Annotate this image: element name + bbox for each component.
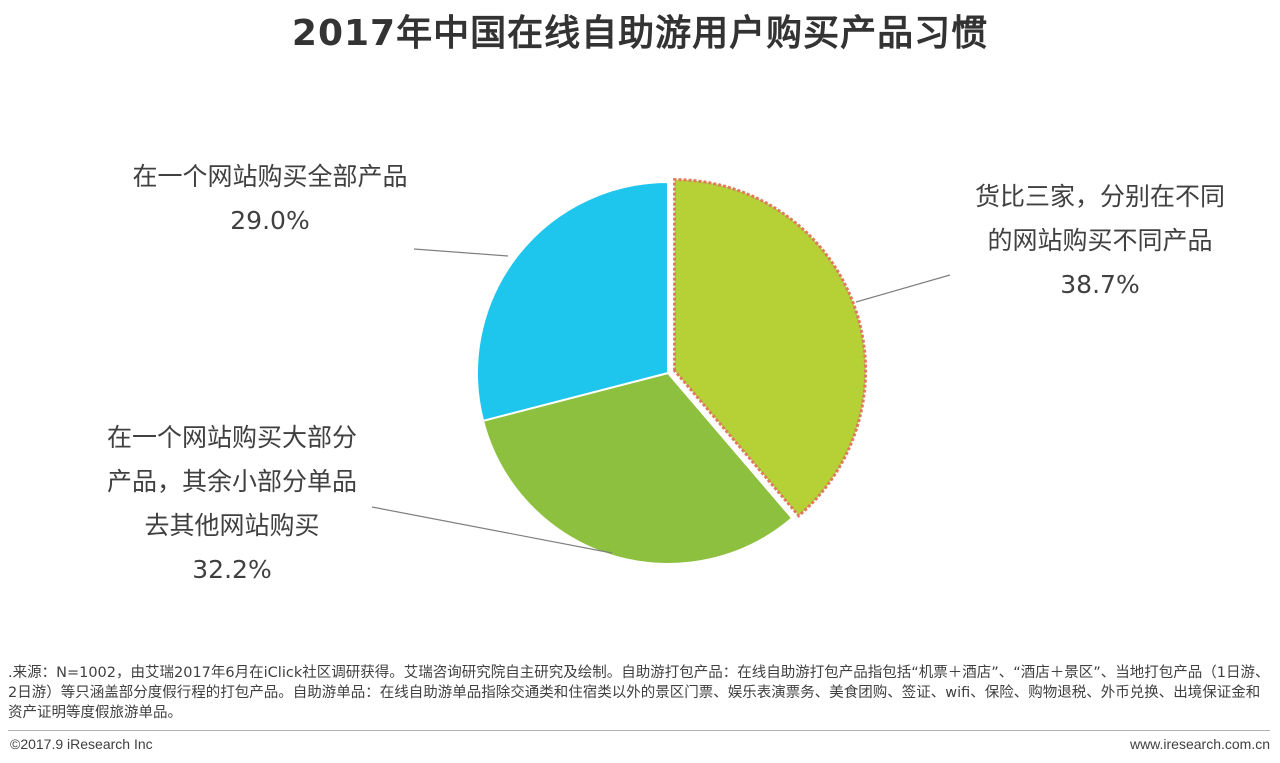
slice-label-line: 货比三家，分别在不同 (974, 182, 1225, 211)
slice-label-3: 在一个网站购买全部产品 29.0% (100, 155, 440, 243)
slice-label-line: 在一个网站购买大部分 (106, 423, 357, 452)
chart-title: 2017年中国在线自助游用户购买产品习惯 (291, 13, 989, 54)
copyright-text: ©2017.9 iResearch Inc (10, 736, 153, 752)
footer-divider (8, 730, 1270, 731)
slice-label-1: 货比三家，分别在不同 的网站购买不同产品 38.7% (950, 175, 1250, 307)
slice-value: 29.0% (230, 206, 310, 235)
slice-label-line: 的网站购买不同产品 (987, 226, 1213, 255)
slice-label-line: 去其他网站购买 (144, 511, 320, 540)
slice-label-line: 在一个网站购买全部产品 (132, 162, 408, 191)
pie-slices (476, 178, 867, 565)
leader-line-1 (855, 274, 951, 303)
source-note: .来源：N=1002，由艾瑞2017年6月在iClick社区调研获得。艾瑞咨询研… (8, 665, 1270, 721)
leader-lines (371, 248, 951, 554)
slice-value: 38.7% (1060, 270, 1140, 299)
slice-label-2: 在一个网站购买大部分 产品，其余小部分单品 去其他网站购买 32.2% (82, 416, 382, 592)
leader-line-3 (413, 248, 509, 257)
pie-slice-1 (673, 178, 867, 518)
pie-slice-3 (476, 180, 669, 423)
pie-slice-2 (481, 371, 794, 565)
leader-line-2 (371, 506, 613, 554)
slice-value: 32.2% (192, 555, 272, 584)
slice-label-line: 产品，其余小部分单品 (106, 467, 357, 496)
pie-chart (371, 178, 951, 565)
website-text: www.iresearch.com.cn (1129, 736, 1270, 752)
